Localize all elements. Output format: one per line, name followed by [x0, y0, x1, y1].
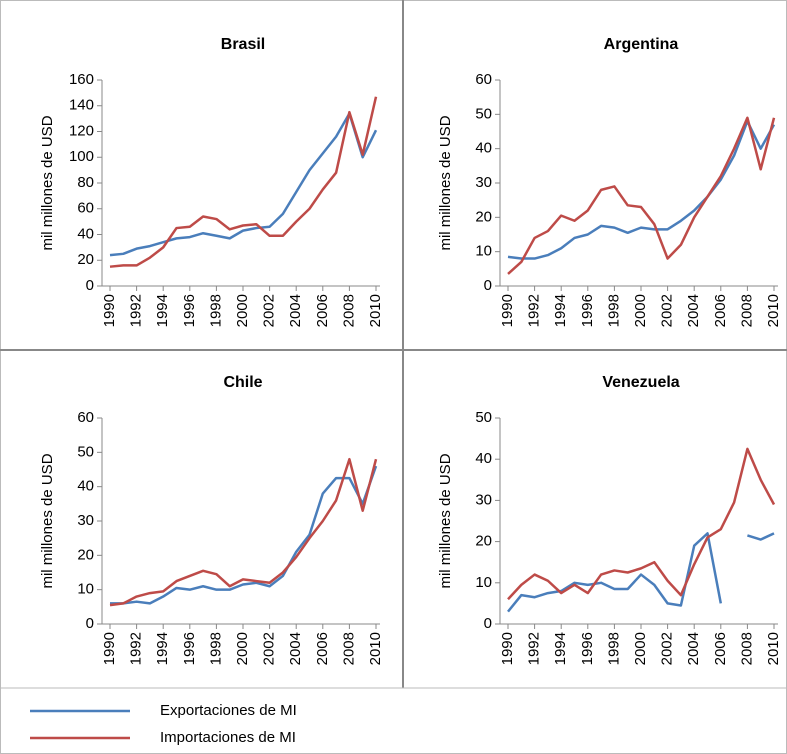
x-tick-label: 2006 [712, 632, 729, 665]
x-tick-label: 1992 [526, 632, 543, 665]
y-tick-label: 60 [475, 71, 492, 88]
y-tick-label: 0 [86, 277, 94, 294]
y-tick-label: 100 [69, 148, 94, 165]
y-tick-label: 160 [69, 71, 94, 88]
line-series [109, 96, 378, 268]
x-tick-label: 1998 [605, 294, 622, 327]
x-tick-label: 2008 [340, 294, 357, 327]
y-tick-label: 40 [77, 225, 94, 242]
y-axis-label: mil millones de USD [39, 453, 56, 588]
y-tick-label: 10 [77, 581, 94, 598]
y-tick-label: 20 [475, 533, 492, 550]
x-tick-label: 1992 [128, 632, 145, 665]
x-tick-label: 2006 [314, 294, 331, 327]
line-series [507, 116, 776, 275]
x-tick-label: 1998 [207, 294, 224, 327]
x-tick-label: 1992 [526, 294, 543, 327]
x-tick-label: 2002 [659, 294, 676, 327]
x-tick-label: 2010 [367, 632, 384, 665]
x-tick-label: 1998 [605, 632, 622, 665]
line-series [507, 119, 776, 260]
y-tick-label: 10 [475, 243, 492, 260]
y-tick-label: 0 [484, 615, 492, 632]
y-tick-label: 40 [475, 450, 492, 467]
y-tick-label: 60 [77, 409, 94, 426]
x-tick-label: 2006 [712, 294, 729, 327]
x-tick-label: 1994 [154, 632, 171, 665]
x-tick-label: 2002 [659, 632, 676, 665]
line-series [110, 465, 378, 605]
chart-title: Argentina [604, 36, 679, 53]
x-tick-label: 1994 [154, 294, 171, 327]
x-tick-label: 2000 [632, 294, 649, 327]
line-series [109, 112, 378, 257]
line-series [109, 457, 378, 607]
x-tick-label: 1992 [128, 294, 145, 327]
y-tick-label: 50 [475, 409, 492, 426]
y-tick-label: 60 [77, 200, 94, 217]
chart-title: Venezuela [602, 374, 679, 391]
x-tick-label: 2002 [261, 294, 278, 327]
legend-label: Importaciones de MI [160, 729, 296, 746]
y-axis-label: mil millones de USD [437, 453, 454, 588]
x-tick-label: 2004 [287, 294, 304, 327]
y-tick-label: 40 [475, 140, 492, 157]
x-tick-label: 2010 [765, 632, 782, 665]
y-tick-label: 30 [475, 174, 492, 191]
x-tick-label: 1996 [579, 632, 596, 665]
x-tick-label: 2010 [367, 294, 384, 327]
x-tick-label: 2008 [738, 632, 755, 665]
x-tick-label: 1998 [207, 632, 224, 665]
x-tick-label: 2000 [234, 294, 251, 327]
y-tick-label: 20 [475, 208, 492, 225]
y-tick-label: 40 [77, 478, 94, 495]
y-tick-label: 20 [77, 546, 94, 563]
y-tick-label: 30 [77, 512, 94, 529]
y-axis-label: mil millones de USD [39, 115, 56, 250]
line-series [507, 532, 775, 613]
x-tick-label: 2004 [287, 632, 304, 665]
y-tick-label: 140 [69, 97, 94, 114]
chart-title: Brasil [221, 36, 265, 53]
x-tick-label: 2008 [738, 294, 755, 327]
x-tick-label: 2006 [314, 632, 331, 665]
x-tick-label: 1994 [552, 294, 569, 327]
x-tick-label: 2004 [685, 632, 702, 665]
x-tick-label: 1996 [579, 294, 596, 327]
y-tick-label: 30 [475, 491, 492, 508]
x-tick-label: 2010 [765, 294, 782, 327]
x-tick-label: 2002 [261, 632, 278, 665]
y-tick-label: 80 [77, 174, 94, 191]
x-tick-label: 1990 [499, 632, 516, 665]
x-tick-label: 1996 [181, 632, 198, 665]
chart-title: Chile [223, 374, 262, 391]
y-tick-label: 10 [475, 574, 492, 591]
x-tick-label: 1990 [101, 294, 118, 327]
x-tick-label: 1994 [552, 632, 569, 665]
y-tick-label: 0 [484, 277, 492, 294]
line-series [507, 447, 776, 601]
y-tick-label: 50 [77, 443, 94, 460]
y-tick-label: 120 [69, 122, 94, 139]
legend-label: Exportaciones de MI [160, 702, 297, 719]
x-tick-label: 2004 [685, 294, 702, 327]
x-tick-label: 1996 [181, 294, 198, 327]
y-tick-label: 0 [86, 615, 94, 632]
x-tick-label: 1990 [101, 632, 118, 665]
x-tick-label: 2000 [632, 632, 649, 665]
x-tick-label: 1990 [499, 294, 516, 327]
x-tick-label: 2008 [340, 632, 357, 665]
y-tick-label: 50 [475, 105, 492, 122]
y-tick-label: 20 [77, 251, 94, 268]
y-axis-label: mil millones de USD [437, 115, 454, 250]
x-tick-label: 2000 [234, 632, 251, 665]
